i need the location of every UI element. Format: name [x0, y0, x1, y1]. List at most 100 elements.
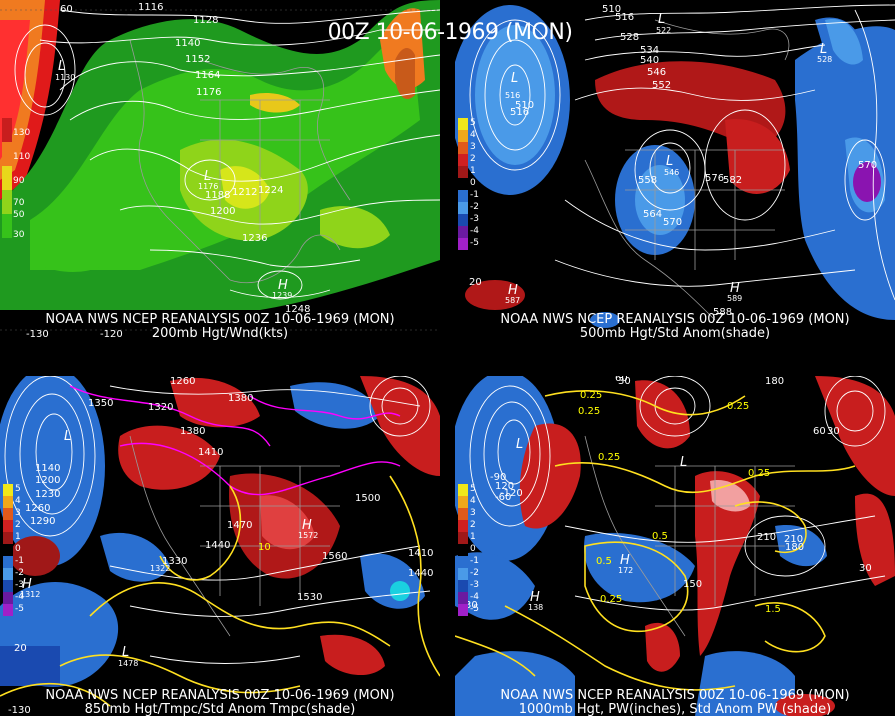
- panel-source-caption: NOAA NWS NCEP REANALYSIS 00Z 10-06-1969 …: [500, 688, 850, 703]
- contour-label: 180: [785, 542, 804, 553]
- contour-label: 1140: [175, 38, 200, 49]
- center-value: 1312: [20, 590, 40, 599]
- colorbar-label: 30: [13, 230, 25, 240]
- center-value: 587: [505, 296, 520, 305]
- contour-label: 1200: [210, 206, 235, 217]
- pw-contour-label: 0.5: [652, 531, 668, 542]
- page-title: 00Z 10-06-1969 (MON): [327, 20, 573, 45]
- low-center-marker: L: [204, 169, 211, 184]
- contour-label: 1530: [297, 592, 322, 603]
- contour-label: 1212: [232, 187, 257, 198]
- contour-label: 1128: [193, 15, 218, 26]
- colorbar-label: -5: [470, 604, 479, 614]
- center-value: 1130: [55, 73, 75, 82]
- pw-contour-label: 1.5: [765, 604, 781, 615]
- colorbar-label: -3: [15, 580, 24, 590]
- center-value: 546: [664, 168, 679, 177]
- contour-label: 1176: [196, 87, 221, 98]
- low-center-marker: L: [680, 455, 687, 470]
- colorbar-label: -1: [15, 556, 24, 566]
- center-value: 1478: [118, 659, 138, 668]
- colorbar-label: 3: [470, 508, 476, 518]
- lon-label: -130: [8, 705, 31, 716]
- high-center-marker: H: [620, 553, 630, 568]
- pw-yellow-contours: [455, 390, 856, 691]
- pw-contour-label: 0.25: [748, 468, 770, 479]
- contour-label: 582: [723, 175, 742, 186]
- contour-label: 510: [515, 100, 534, 111]
- lat-lon-grid: [0, 9, 440, 331]
- colorbar-label: -1: [470, 556, 479, 566]
- colorbar-label: 4: [470, 130, 476, 140]
- colorbar-label: 1: [470, 532, 476, 542]
- center-value: 1322: [150, 564, 170, 573]
- temp-contour-label: 10: [258, 542, 271, 553]
- contour-label: -90: [490, 472, 506, 483]
- contour-label: 1410: [408, 548, 433, 559]
- contour-label: 534: [640, 45, 659, 56]
- contour-label: 1260: [170, 376, 195, 387]
- panel-source-caption: NOAA NWS NCEP REANALYSIS 00Z 10-06-1969 …: [45, 688, 395, 703]
- panel-1000mb: 30 0.25 0.25 0.25 0.5 0.5 0.25 1.5 180 1…: [455, 376, 895, 716]
- height-contours: [469, 376, 886, 611]
- contour-label: 150: [683, 579, 702, 590]
- colorbar-label: -5: [470, 238, 479, 248]
- colorbar-label: -3: [470, 214, 479, 224]
- lat-label: 60: [615, 376, 628, 384]
- center-value: 138: [528, 603, 543, 612]
- center-value: 589: [727, 294, 742, 303]
- contour-label: 1440: [408, 568, 433, 579]
- low-center-marker: L: [666, 154, 673, 169]
- center-value: 1176: [198, 182, 218, 191]
- coastlines: [584, 19, 790, 321]
- contour-label: 1152: [185, 54, 210, 65]
- colorbar-label: -4: [15, 592, 24, 602]
- contour-label: 588: [713, 307, 732, 318]
- colorbar-label: 50: [13, 210, 25, 220]
- colorbar-label: -2: [470, 202, 479, 212]
- panel-source-caption: NOAA NWS NCEP REANALYSIS 00Z 10-06-1969 …: [500, 312, 850, 327]
- colorbar-label: -2: [470, 568, 479, 578]
- contour-label: 1470: [227, 520, 252, 531]
- center-value: 528: [817, 55, 832, 64]
- low-center-marker: L: [820, 42, 827, 57]
- low-center-marker: L: [516, 437, 523, 452]
- panel-850mb: 1260 1350 1320 1380 1380 1410 1140 1200 …: [0, 376, 440, 716]
- panel-500mb: 510 516 510 516 528 534 540 546 552 558 …: [455, 0, 895, 340]
- contour-label: 30: [618, 376, 631, 387]
- center-value: 210: [784, 534, 803, 545]
- high-center-marker: H: [22, 577, 32, 592]
- pw-contour-label: 0.25: [727, 401, 749, 412]
- panel-field-caption: 1000mb Hgt, PW(inches), Std Anom PW (sha…: [518, 702, 832, 716]
- height-contours: [4, 376, 431, 664]
- colorbar-label: 2: [470, 520, 476, 530]
- colorbar-label: -2: [15, 568, 24, 578]
- contour-label: 1410: [198, 447, 223, 458]
- contour-label: 1236: [242, 233, 267, 244]
- temperature-contours: [69, 385, 401, 496]
- map-850mb: 1260 1350 1320 1380 1380 1410 1140 1200 …: [0, 376, 440, 716]
- map-500mb: 510 516 510 516 528 534 540 546 552 558 …: [455, 4, 895, 328]
- map-200mb: 60 -130 -120 1116 1128 1140 1152 1164 11…: [0, 0, 440, 340]
- low-center-marker: L: [511, 71, 518, 86]
- colorbar-label: 1: [15, 532, 21, 542]
- panel-field-caption: 850mb Hgt/Tmpc/Std Anom Tmpc(shade): [84, 702, 356, 716]
- map-1000mb: 30 0.25 0.25 0.25 0.5 0.5 0.25 1.5 180 1…: [455, 376, 895, 716]
- high-center-marker: H: [302, 518, 312, 533]
- colorbar-label: 1: [470, 166, 476, 176]
- center-value: 1572: [298, 531, 318, 540]
- contour-label: -60: [495, 492, 511, 503]
- contour-label: 1500: [355, 493, 380, 504]
- contour-label: 510: [602, 4, 621, 15]
- contour-label: 540: [640, 55, 659, 66]
- contour-label: 1224: [258, 185, 283, 196]
- high-center-marker: H: [278, 278, 288, 293]
- contour-label: 30: [827, 426, 840, 437]
- height-contours: [469, 4, 895, 301]
- anomaly-shading: [455, 5, 895, 328]
- contour-label: 1230: [35, 489, 60, 500]
- low-center-marker: L: [58, 59, 65, 74]
- contour-label: 516: [615, 12, 634, 23]
- panel-source-caption: NOAA NWS NCEP REANALYSIS 00Z 10-06-1969 …: [45, 312, 395, 327]
- contour-label: 1380: [228, 393, 253, 404]
